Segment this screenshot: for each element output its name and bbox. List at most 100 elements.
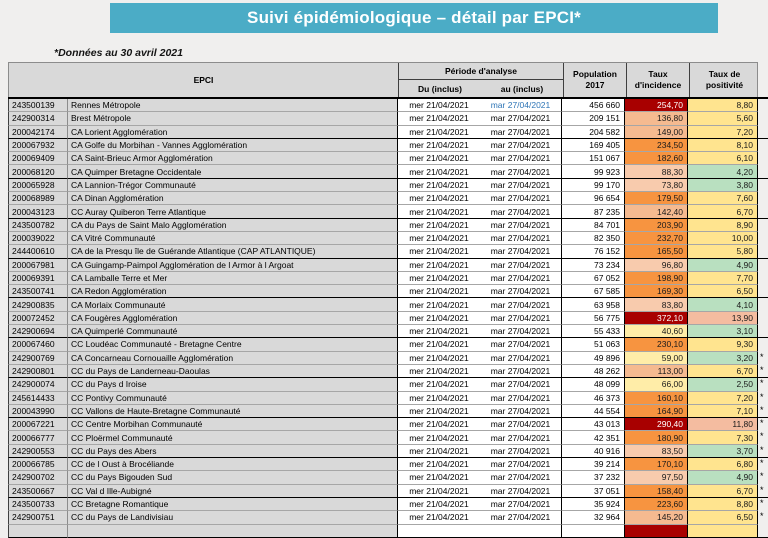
cell-epci-name: CC du Pays de Landerneau-Daoulas: [68, 364, 398, 379]
cell-date-au: mar 27/04/2021: [480, 112, 562, 126]
cell-population: 55 433: [562, 325, 625, 339]
cell-date-du: mer 21/04/2021: [398, 138, 480, 153]
cell-taux-positivite: 8,80: [688, 497, 758, 512]
cell-population: 99 170: [562, 178, 625, 193]
table-row: 242900835 CA Morlaix Communauté mer 21/04/…: [8, 298, 768, 312]
cell-date-au: mar 27/04/2021: [480, 378, 562, 392]
cell-epci-name: CC du Pays d Iroise: [68, 378, 398, 392]
cell-date-du: mer 21/04/2021: [398, 364, 480, 379]
data-date-note: *Données au 30 avril 2021: [54, 47, 183, 59]
cell-id: 200067460: [8, 338, 68, 352]
cell-epci-name: CA Redon Agglomération: [68, 285, 398, 299]
cell-date-du: mer 21/04/2021: [398, 484, 480, 498]
cell-date-au: mar 27/04/2021: [480, 152, 562, 166]
cell-taux-incidence: 83,50: [625, 444, 688, 459]
footnote-asterisk: [758, 312, 768, 325]
table-row: [8, 524, 768, 538]
cell-epci-name: CC de l Oust à Brocéliande: [68, 458, 398, 472]
cell-taux-positivite: 6,10: [688, 152, 758, 166]
epci-table: EPCI Période d'analyse Du (inclus) au (i…: [8, 62, 768, 538]
cell-taux-incidence: 83,80: [625, 298, 688, 312]
cell-epci-name: CA du Pays de Saint Malo Agglomération: [68, 218, 398, 232]
cell-epci-name: CC du Pays de Landivisiau: [68, 511, 398, 525]
footnote-asterisk: [758, 259, 768, 272]
footnote-asterisk: [758, 112, 768, 125]
cell-date-du: mer 21/04/2021: [398, 125, 480, 139]
cell-taux-positivite: 8,10: [688, 138, 758, 153]
footnote-asterisk: [758, 139, 768, 152]
cell-population: 48 262: [562, 364, 625, 379]
cell-taux-positivite: 3,10: [688, 325, 758, 339]
cell-id: 242900553: [8, 444, 68, 459]
cell-population: 456 660: [562, 99, 625, 113]
cell-taux-incidence: 165,50: [625, 245, 688, 259]
cell-date-du: [398, 524, 480, 538]
table-row: 200065928 CA Lannion-Trégor Communauté mer…: [8, 178, 768, 193]
cell-taux-incidence: 149,00: [625, 125, 688, 139]
cell-date-du: mer 21/04/2021: [398, 311, 480, 326]
cell-id: 244400610: [8, 245, 68, 259]
cell-epci-name: CA Concarneau Cornouaille Agglomération: [68, 351, 398, 365]
cell-date-du: mer 21/04/2021: [398, 271, 480, 286]
cell-population: 42 351: [562, 431, 625, 445]
cell-taux-positivite: 8,80: [688, 99, 758, 113]
header-taux-incidence: Taux d'incidence: [626, 63, 689, 97]
cell-taux-incidence: 136,80: [625, 112, 688, 126]
cell-population: 87 235: [562, 205, 625, 219]
cell-epci-name: CA Saint-Brieuc Armor Agglomération: [68, 152, 398, 166]
footnote-asterisk: *: [760, 431, 764, 442]
header-taux-positivite: Taux de positivité: [689, 63, 759, 97]
table-row: 242900769 CA Concarneau Cornouaille Agglo…: [8, 351, 768, 365]
cell-population: 67 052: [562, 271, 625, 286]
cell-date-du: mer 21/04/2021: [398, 99, 480, 113]
cell-taux-positivite: 6,70: [688, 484, 758, 498]
cell-date-au: mar 27/04/2021: [480, 298, 562, 312]
cell-population: 204 582: [562, 125, 625, 139]
cell-taux-incidence: 179,50: [625, 192, 688, 206]
cell-taux-incidence: 59,00: [625, 351, 688, 365]
cell-population: 209 151: [562, 112, 625, 126]
cell-population: 151 067: [562, 152, 625, 166]
cell-population: 46 373: [562, 391, 625, 405]
footnote-asterisk: [758, 285, 768, 299]
cell-date-au[interactable]: mar 27/04/2021: [480, 99, 562, 113]
cell-id: 200069409: [8, 152, 68, 166]
cell-population: 49 896: [562, 351, 625, 365]
footnote-asterisk: [758, 126, 768, 139]
cell-id: 243500139: [8, 99, 68, 113]
cell-date-au: mar 27/04/2021: [480, 351, 562, 365]
table-row: 200068989 CA Dinan Agglomération mer 21/04…: [8, 192, 768, 206]
cell-epci-name: CC Loudéac Communauté - Bretagne Centre: [68, 338, 398, 352]
cell-date-du: mer 21/04/2021: [398, 404, 480, 419]
cell-population: 96 654: [562, 192, 625, 206]
cell-id: 200067981: [8, 258, 68, 272]
cell-id: 242900314: [8, 112, 68, 126]
cell-taux-incidence: 97,50: [625, 471, 688, 485]
cell-id: 200068120: [8, 165, 68, 179]
cell-date-au: mar 27/04/2021: [480, 391, 562, 405]
cell-taux-incidence: 232,70: [625, 231, 688, 246]
cell-population: 48 099: [562, 378, 625, 392]
table-header: EPCI Période d'analyse Du (inclus) au (i…: [8, 62, 758, 97]
cell-taux-positivite: 7,20: [688, 125, 758, 139]
cell-taux-positivite: 5,60: [688, 112, 758, 126]
table-row: 243500733 CC Bretagne Romantique mer 21/04…: [8, 497, 768, 512]
cell-date-du: mer 21/04/2021: [398, 205, 480, 219]
cell-population: 67 585: [562, 285, 625, 299]
table-row: 243500139 Rennes Métropole mer 21/04/2021 m…: [8, 99, 768, 113]
cell-taux-incidence: 113,00: [625, 364, 688, 379]
cell-epci-name: CA Lannion-Trégor Communauté: [68, 178, 398, 193]
table-row: 200043990 CC Vallons de Haute-Bretagne Co…: [8, 404, 768, 419]
cell-taux-positivite: 2,50: [688, 378, 758, 392]
cell-taux-positivite: 8,90: [688, 218, 758, 232]
cell-taux-incidence: 40,60: [625, 325, 688, 339]
footnote-asterisk: *: [758, 445, 768, 459]
cell-date-au: mar 27/04/2021: [480, 271, 562, 286]
cell-population: 63 958: [562, 298, 625, 312]
cell-date-au: mar 27/04/2021: [480, 178, 562, 193]
cell-date-au: mar 27/04/2021: [480, 471, 562, 485]
table-row: 243500667 CC Val d Ille-Aubigné mer 21/04/…: [8, 484, 768, 498]
table-row: 243500782 CA du Pays de Saint Malo Agglom…: [8, 218, 768, 232]
cell-epci-name: CA Lamballe Terre et Mer: [68, 271, 398, 286]
table-row: 200067932 CA Golfe du Morbihan - Vannes A…: [8, 138, 768, 153]
